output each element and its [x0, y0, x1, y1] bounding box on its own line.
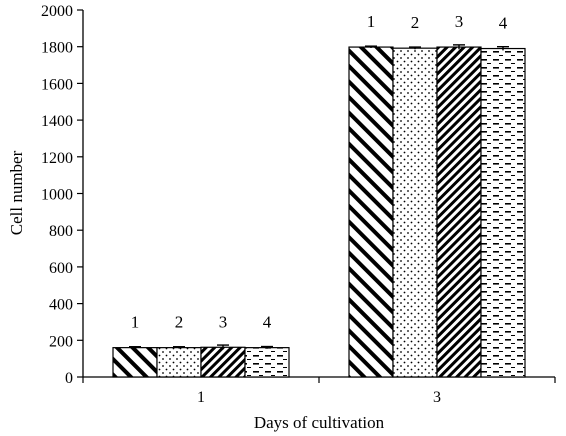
- bars: [112, 44, 526, 378]
- y-axis-title: Cell number: [7, 150, 26, 235]
- y-tick-label: 1200: [41, 150, 73, 167]
- bar-series-label: 1: [131, 313, 140, 332]
- bar-series-label: 3: [455, 12, 464, 31]
- y-tick-label: 1600: [41, 76, 73, 93]
- x-axis-title: Days of cultivation: [254, 413, 385, 432]
- bar: [200, 346, 246, 378]
- bar-series-label: 4: [499, 14, 508, 33]
- y-tick-label: 1800: [41, 40, 73, 57]
- bar: [392, 47, 438, 378]
- bar: [480, 47, 526, 378]
- bar: [156, 347, 202, 378]
- y-tick-label: 400: [49, 297, 73, 314]
- y-tick-label: 1000: [41, 187, 73, 204]
- y-tick-label: 600: [49, 260, 73, 277]
- x-tick-label: 3: [433, 389, 441, 406]
- bar-series-label: 1: [367, 12, 376, 31]
- bar-series-label: 2: [411, 13, 420, 32]
- bar-series-label: 4: [263, 313, 272, 332]
- bar: [436, 46, 482, 378]
- y-tick-label: 2000: [41, 3, 73, 20]
- bar-series-label: 2: [175, 313, 184, 332]
- y-ticks: 0 200 400 600 800 1000 1200 1400 1600 1800 2000: [41, 3, 83, 387]
- bar-labels: 1 2 3 4 1 2 3 4: [131, 12, 508, 332]
- y-tick-label: 800: [49, 223, 73, 240]
- y-tick-label: 0: [65, 370, 73, 387]
- bar: [348, 46, 394, 378]
- y-tick-label: 200: [49, 333, 73, 350]
- bar: [112, 347, 158, 378]
- bar-series-label: 3: [219, 312, 228, 331]
- x-tick-label: 1: [197, 389, 205, 406]
- bar: [244, 347, 290, 378]
- y-tick-label: 1400: [41, 113, 73, 130]
